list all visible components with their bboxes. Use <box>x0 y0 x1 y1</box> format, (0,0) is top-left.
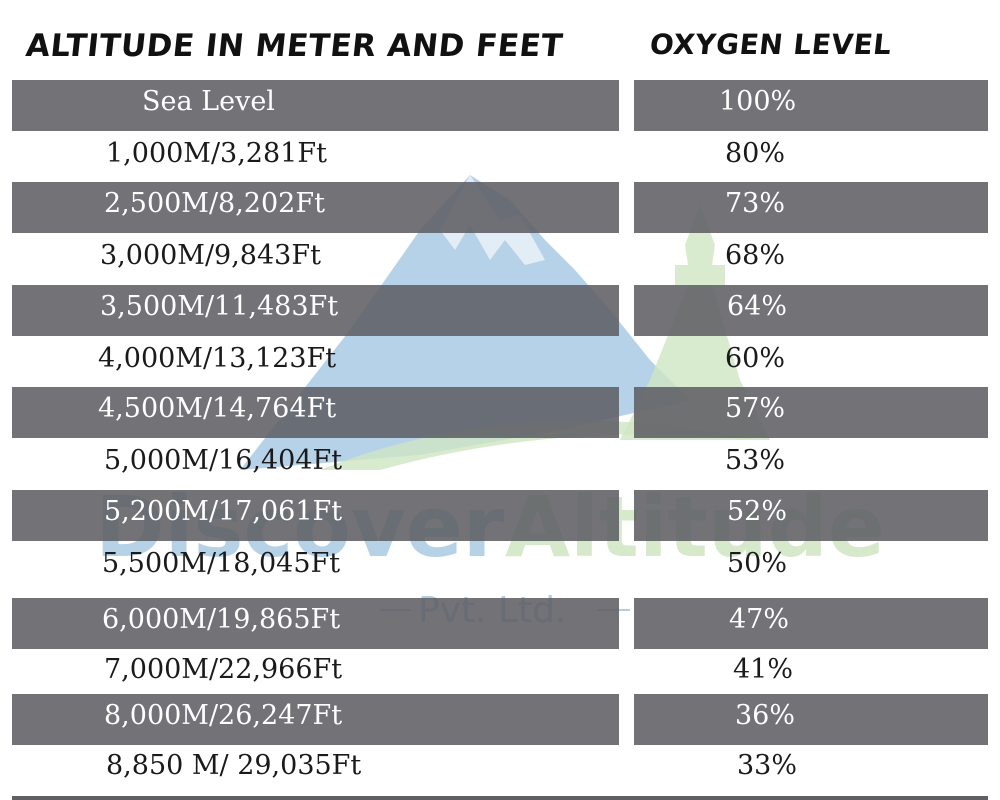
altitude-value: 5,000M/16,404Ft <box>104 445 343 476</box>
altitude-cell: 5,200M/17,061Ft <box>12 490 619 541</box>
oxygen-value: 57% <box>725 393 786 424</box>
table-row: 8,000M/26,247Ft 36% <box>0 694 1000 745</box>
table-header: ALTITUDE IN METER AND FEET OXYGEN LEVEL <box>0 28 1000 72</box>
header-altitude: ALTITUDE IN METER AND FEET <box>24 28 565 64</box>
oxygen-cell: 68% <box>634 234 988 285</box>
oxygen-value: 80% <box>725 138 786 169</box>
oxygen-value: 33% <box>737 750 798 781</box>
oxygen-cell: 60% <box>634 337 988 388</box>
oxygen-cell: 50% <box>634 542 988 593</box>
table-row: 5,500M/18,045Ft 50% <box>0 542 1000 593</box>
table-row: 4,000M/13,123Ft 60% <box>0 337 1000 388</box>
altitude-cell: 5,500M/18,045Ft <box>12 542 619 593</box>
altitude-cell: 1,000M/3,281Ft <box>12 132 619 183</box>
table-row: 4,500M/14,764Ft 57% <box>0 387 1000 438</box>
oxygen-value: 53% <box>725 445 786 476</box>
altitude-cell: 4,500M/14,764Ft <box>12 387 619 438</box>
altitude-value: 5,200M/17,061Ft <box>104 496 343 527</box>
table-row: 5,200M/17,061Ft 52% <box>0 490 1000 541</box>
altitude-cell: 6,000M/19,865Ft <box>12 598 619 649</box>
altitude-cell: 8,850 M/ 29,035Ft <box>12 744 619 795</box>
oxygen-cell: 57% <box>634 387 988 438</box>
oxygen-value: 100% <box>719 86 797 117</box>
table-row: Sea Level 100% <box>0 80 1000 131</box>
table-bottom-border <box>12 796 988 800</box>
oxygen-cell: 47% <box>634 598 988 649</box>
altitude-cell: 2,500M/8,202Ft <box>12 182 619 233</box>
altitude-value: 2,500M/8,202Ft <box>104 188 325 219</box>
oxygen-cell: 100% <box>634 80 988 131</box>
table-row: 3,000M/9,843Ft 68% <box>0 234 1000 285</box>
altitude-value: 1,000M/3,281Ft <box>106 138 327 169</box>
oxygen-value: 68% <box>725 240 786 271</box>
oxygen-cell: 33% <box>634 744 988 795</box>
altitude-value: 3,500M/11,483Ft <box>100 291 339 322</box>
altitude-cell: 3,000M/9,843Ft <box>12 234 619 285</box>
table-row: 6,000M/19,865Ft 47% <box>0 598 1000 649</box>
oxygen-value: 50% <box>727 548 788 579</box>
altitude-cell: 7,000M/22,966Ft <box>12 648 619 699</box>
oxygen-cell: 73% <box>634 182 988 233</box>
altitude-value: 6,000M/19,865Ft <box>102 604 341 635</box>
table-row: 7,000M/22,966Ft 41% <box>0 648 1000 699</box>
table-row: 2,500M/8,202Ft 73% <box>0 182 1000 233</box>
altitude-cell: 4,000M/13,123Ft <box>12 337 619 388</box>
altitude-cell: Sea Level <box>12 80 619 131</box>
altitude-cell: 5,000M/16,404Ft <box>12 439 619 490</box>
altitude-value: 5,500M/18,045Ft <box>102 548 341 579</box>
oxygen-value: 60% <box>725 343 786 374</box>
altitude-value: 8,000M/26,247Ft <box>104 700 343 731</box>
altitude-value: Sea Level <box>142 86 275 117</box>
altitude-value: 8,850 M/ 29,035Ft <box>106 750 362 781</box>
altitude-cell: 3,500M/11,483Ft <box>12 285 619 336</box>
altitude-value: 7,000M/22,966Ft <box>104 654 343 685</box>
altitude-value: 4,500M/14,764Ft <box>98 393 337 424</box>
oxygen-value: 47% <box>729 604 790 635</box>
header-oxygen: OXYGEN LEVEL <box>648 28 894 61</box>
oxygen-value: 73% <box>725 188 786 219</box>
oxygen-value: 52% <box>727 496 788 527</box>
oxygen-cell: 36% <box>634 694 988 745</box>
oxygen-cell: 80% <box>634 132 988 183</box>
table-row: 5,000M/16,404Ft 53% <box>0 439 1000 490</box>
oxygen-cell: 52% <box>634 490 988 541</box>
altitude-cell: 8,000M/26,247Ft <box>12 694 619 745</box>
oxygen-cell: 41% <box>634 648 988 699</box>
oxygen-value: 36% <box>735 700 796 731</box>
table-row: 8,850 M/ 29,035Ft 33% <box>0 744 1000 795</box>
oxygen-cell: 64% <box>634 285 988 336</box>
table-row: 1,000M/3,281Ft 80% <box>0 132 1000 183</box>
altitude-value: 3,000M/9,843Ft <box>100 240 321 271</box>
oxygen-cell: 53% <box>634 439 988 490</box>
oxygen-value: 64% <box>727 291 788 322</box>
oxygen-value: 41% <box>733 654 794 685</box>
table-row: 3,500M/11,483Ft 64% <box>0 285 1000 336</box>
altitude-value: 4,000M/13,123Ft <box>98 343 337 374</box>
